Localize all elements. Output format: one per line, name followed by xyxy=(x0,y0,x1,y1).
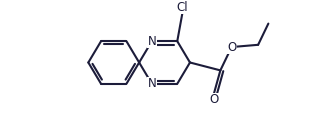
Text: N: N xyxy=(147,77,156,90)
Text: Cl: Cl xyxy=(176,1,188,14)
Text: O: O xyxy=(227,41,236,54)
Text: N: N xyxy=(147,35,156,48)
Text: O: O xyxy=(210,93,219,106)
